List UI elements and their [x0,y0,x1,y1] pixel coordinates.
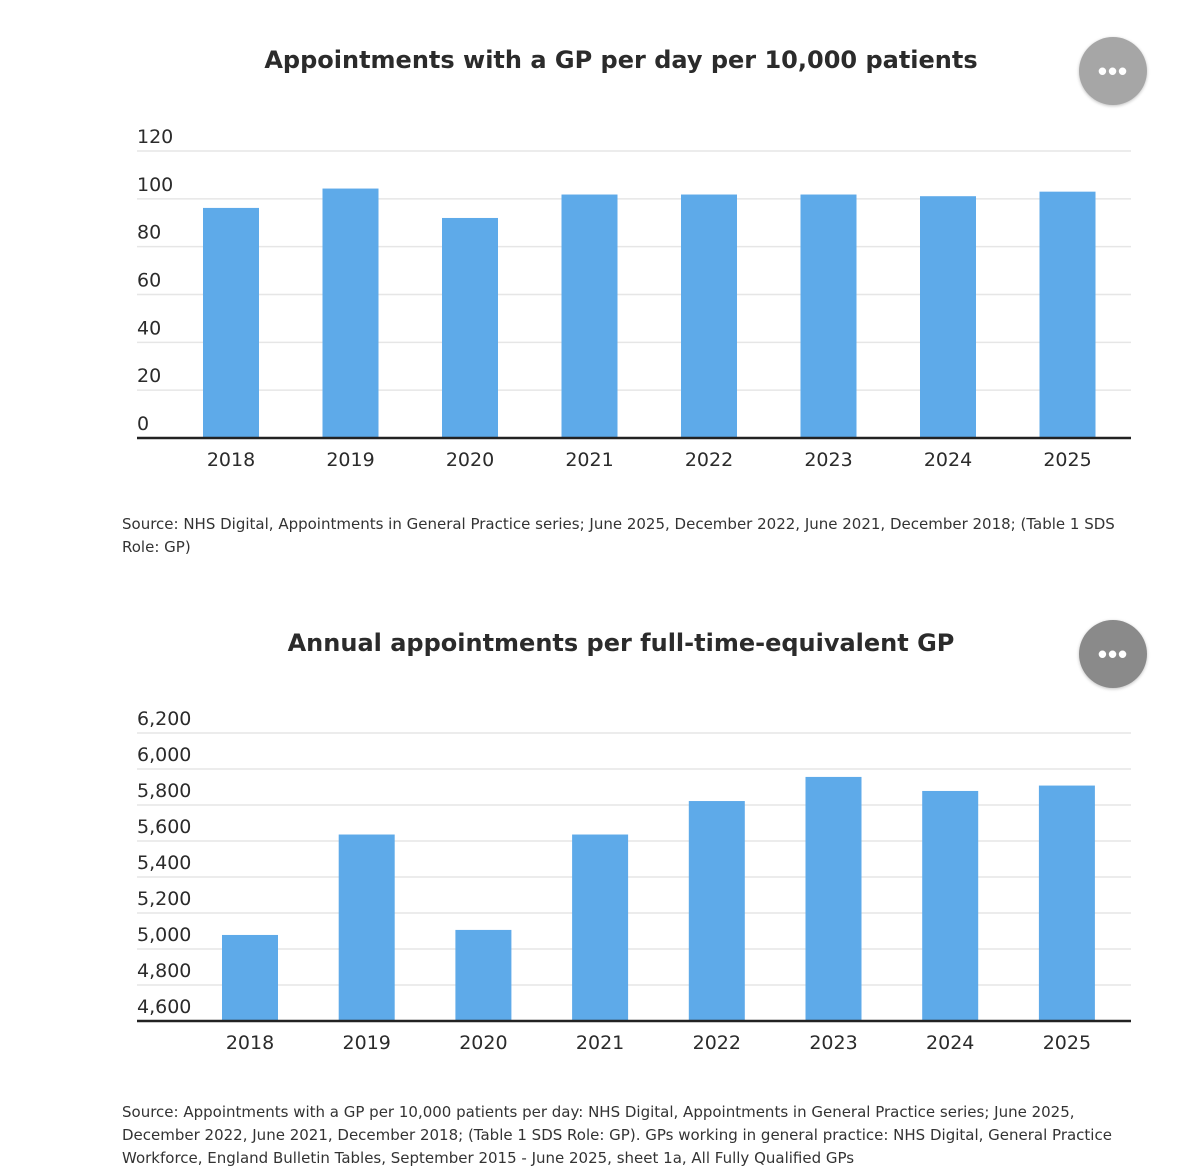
x-tick-label: 2023 [804,449,852,471]
bar-2023 [805,776,862,1021]
y-tick-label: 5,200 [137,888,191,910]
bar-2022 [688,801,745,1021]
y-tick-label: 6,200 [137,708,191,730]
chart-menu-button[interactable]: ••• [1079,620,1147,688]
bar-chart-annual-per-fte-gp: 4,600 4,800 5,000 5,200 5,400 5,600 5,800 6,000… [137,708,1131,1054]
bar-2023 [800,194,857,438]
x-tick-label: 2018 [226,1032,274,1054]
chart-title: Annual appointments per full-time-equiva… [287,629,955,657]
more-horizontal-icon: ••• [1097,55,1129,86]
y-tick-label: 120 [137,126,173,148]
bar-2021 [561,194,618,438]
y-tick-label: 60 [137,270,161,292]
y-tick-label: 0 [137,413,149,435]
y-tick-label: 4,800 [137,960,191,982]
bar-2020 [455,929,512,1021]
bar-2024 [922,790,979,1021]
y-tick-label: 5,600 [137,816,191,838]
x-tick-label: 2019 [326,449,374,471]
bar-2022 [681,194,737,438]
x-tick-label: 2022 [685,449,733,471]
y-tick-label: 4,600 [137,996,191,1018]
x-tick-label: 2018 [207,449,255,471]
bar-2019 [322,188,379,438]
x-tick-label: 2021 [565,449,613,471]
x-tick-label: 2021 [576,1032,624,1054]
y-tick-label: 5,400 [137,852,191,874]
bar-2024 [920,196,976,438]
x-tick-label: 2025 [1043,449,1091,471]
more-horizontal-icon: ••• [1097,638,1129,669]
x-tick-label: 2024 [924,449,972,471]
chart-menu-button[interactable]: ••• [1079,37,1147,105]
y-tick-label: 100 [137,174,173,196]
y-tick-label: 6,000 [137,744,191,766]
x-tick-label: 2020 [446,449,494,471]
x-tick-label: 2020 [459,1032,507,1054]
bar-2018 [203,207,259,438]
bar-2025 [1039,191,1096,438]
chart-title: Appointments with a GP per day per 10,00… [264,46,978,74]
x-tick-label: 2019 [343,1032,391,1054]
chart-source: Source: Appointments with a GP per 10,00… [122,1103,1112,1167]
y-tick-label: 40 [137,317,161,339]
y-tick-label: 5,800 [137,780,191,802]
y-tick-label: 20 [137,365,161,387]
bar-2018 [222,934,278,1021]
y-tick-label: 80 [137,222,161,244]
chart-source: Source: NHS Digital, Appointments in Gen… [122,515,1115,556]
x-tick-label: 2022 [693,1032,741,1054]
y-tick-label: 5,000 [137,924,191,946]
bar-2021 [572,834,629,1021]
x-tick-label: 2025 [1043,1032,1091,1054]
bar-2019 [338,834,395,1021]
x-tick-label: 2024 [926,1032,974,1054]
bar-2020 [442,217,498,438]
bar-2025 [1038,785,1095,1021]
x-tick-label: 2023 [809,1032,857,1054]
bar-chart-gp-per-day: 0 20 40 60 80 100 120 2018 2019 2020 2021 2022 2023 2… [137,126,1131,471]
